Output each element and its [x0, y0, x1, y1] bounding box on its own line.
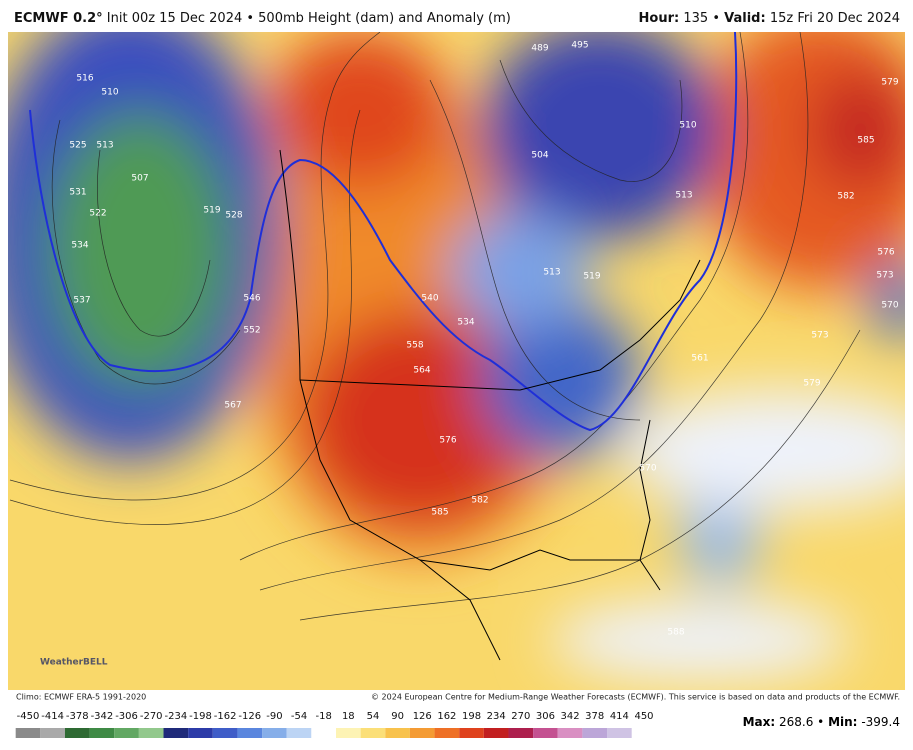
colorbar-swatch [607, 728, 632, 738]
copyright: © 2024 European Centre for Medium-Range … [371, 693, 900, 702]
colorbar-label: 450 [634, 711, 653, 722]
colorbar-label: 414 [610, 711, 629, 722]
colorbar-swatch [138, 728, 164, 738]
colorbar-swatch [459, 728, 484, 738]
contour-label: 510 [101, 88, 118, 98]
colorbar-swatch [582, 728, 608, 738]
colorbar-label: 126 [413, 711, 432, 722]
colorbar-label: 234 [487, 711, 506, 722]
colorbar-label: 54 [367, 711, 380, 722]
contour-label: 576 [439, 436, 456, 446]
colorbar-swatch [212, 728, 238, 738]
colorbar-label: -198 [189, 711, 212, 722]
contour-label: 564 [413, 366, 430, 376]
contour-label: 534 [71, 241, 88, 251]
colorbar-swatch [89, 728, 115, 738]
contour-label: 585 [857, 136, 874, 146]
logo: WeatherBELL [40, 658, 108, 668]
colorbar-swatch [385, 728, 410, 738]
contour-label: 489 [531, 44, 548, 54]
colorbar-swatch [409, 728, 435, 738]
contour-label: 579 [803, 379, 820, 389]
colorbar-label: 198 [462, 711, 481, 722]
colorbar-swatch [163, 728, 189, 738]
colorbar-swatch [508, 728, 534, 738]
colorbar-swatch [64, 728, 90, 738]
colorbar-swatch [188, 728, 213, 738]
contour-label: 519 [203, 206, 220, 216]
colorbar-label: -342 [91, 711, 114, 722]
colorbar-swatch [15, 728, 41, 738]
header-valid: Hour: 135 • Valid: 15z Fri 20 Dec 2024 [639, 11, 900, 26]
colorbar-label: -450 [17, 711, 40, 722]
colorbar-label: -234 [164, 711, 187, 722]
contour-label: 531 [69, 188, 86, 198]
contour-label: 504 [531, 151, 548, 161]
colorbar-label: 270 [511, 711, 530, 722]
colorbar-swatch [262, 728, 287, 738]
contour-label: 582 [471, 496, 488, 506]
contour-label: 588 [667, 628, 684, 638]
contour-label: 513 [675, 191, 692, 201]
contour-label: 510 [679, 121, 696, 131]
colorbar-label: 306 [536, 711, 555, 722]
contour-label: 552 [243, 326, 260, 336]
max-min: Max: 268.6 • Min: -399.4 [743, 715, 900, 729]
colorbar-label: -126 [238, 711, 261, 722]
contour-label: 573 [811, 331, 828, 341]
colorbar-label: -306 [115, 711, 138, 722]
colorbar-label: 378 [585, 711, 604, 722]
contour-label: 540 [421, 294, 438, 304]
colorbar-label: 18 [342, 711, 355, 722]
contour-label: 537 [73, 296, 90, 306]
colorbar-label: -162 [214, 711, 237, 722]
colorbar-label: 90 [391, 711, 404, 722]
colorbar-swatch [533, 728, 558, 738]
contour-label: 570 [881, 301, 898, 311]
map: 516 510 525 531 534 537 513 507 522 519 528 546 552 5… [8, 32, 905, 690]
colorbar-swatch [360, 728, 386, 738]
contour-label: 567 [224, 401, 241, 411]
colorbar-label: 162 [437, 711, 456, 722]
contour-label: 513 [543, 268, 560, 278]
colorbar-swatch [434, 728, 460, 738]
colorbar-swatch [286, 728, 312, 738]
contour-label: 516 [76, 74, 93, 84]
colorbar-label: -90 [266, 711, 282, 722]
colorbar-label: 342 [561, 711, 580, 722]
contour-label: 522 [89, 209, 106, 219]
colorbar: -450 -414 -378 -342 -306 -270 -234 -198 -162 -126… [15, 711, 654, 738]
colorbar-label: -414 [41, 711, 64, 722]
contour-label: 561 [691, 354, 708, 364]
contour-label: 573 [876, 271, 893, 281]
colorbar-label: -378 [66, 711, 89, 722]
contour-label: 528 [225, 211, 242, 221]
contour-label: 495 [571, 41, 588, 51]
contour-label: 513 [96, 141, 113, 151]
colorbar-swatch [114, 728, 139, 738]
contour-label: 507 [131, 174, 148, 184]
contour-label: 546 [243, 294, 260, 304]
colorbar-swatch [336, 728, 361, 738]
contour-label: 519 [583, 272, 600, 282]
header-title: ECMWF 0.2° Init 00z 15 Dec 2024 • 500mb … [14, 11, 511, 26]
colorbar-swatch [311, 728, 336, 738]
contour-label: 534 [457, 318, 474, 328]
colorbar-swatch [557, 728, 583, 738]
contour-label: 582 [837, 192, 854, 202]
colorbar-swatch [237, 728, 263, 738]
climo-note: Climo: ECMWF ERA-5 1991-2020 [16, 693, 146, 702]
contour-label: 579 [881, 78, 898, 88]
colorbar-label: -18 [316, 711, 332, 722]
colorbar-label: -270 [140, 711, 163, 722]
contour-label: 525 [69, 141, 86, 151]
contour-label: 570 [639, 464, 656, 474]
colorbar-swatch [40, 728, 65, 738]
contour-label: 558 [406, 341, 423, 351]
colorbar-label: -54 [291, 711, 307, 722]
contour-label: 576 [877, 248, 894, 258]
contour-label: 585 [431, 508, 448, 518]
colorbar-swatch [483, 728, 509, 738]
